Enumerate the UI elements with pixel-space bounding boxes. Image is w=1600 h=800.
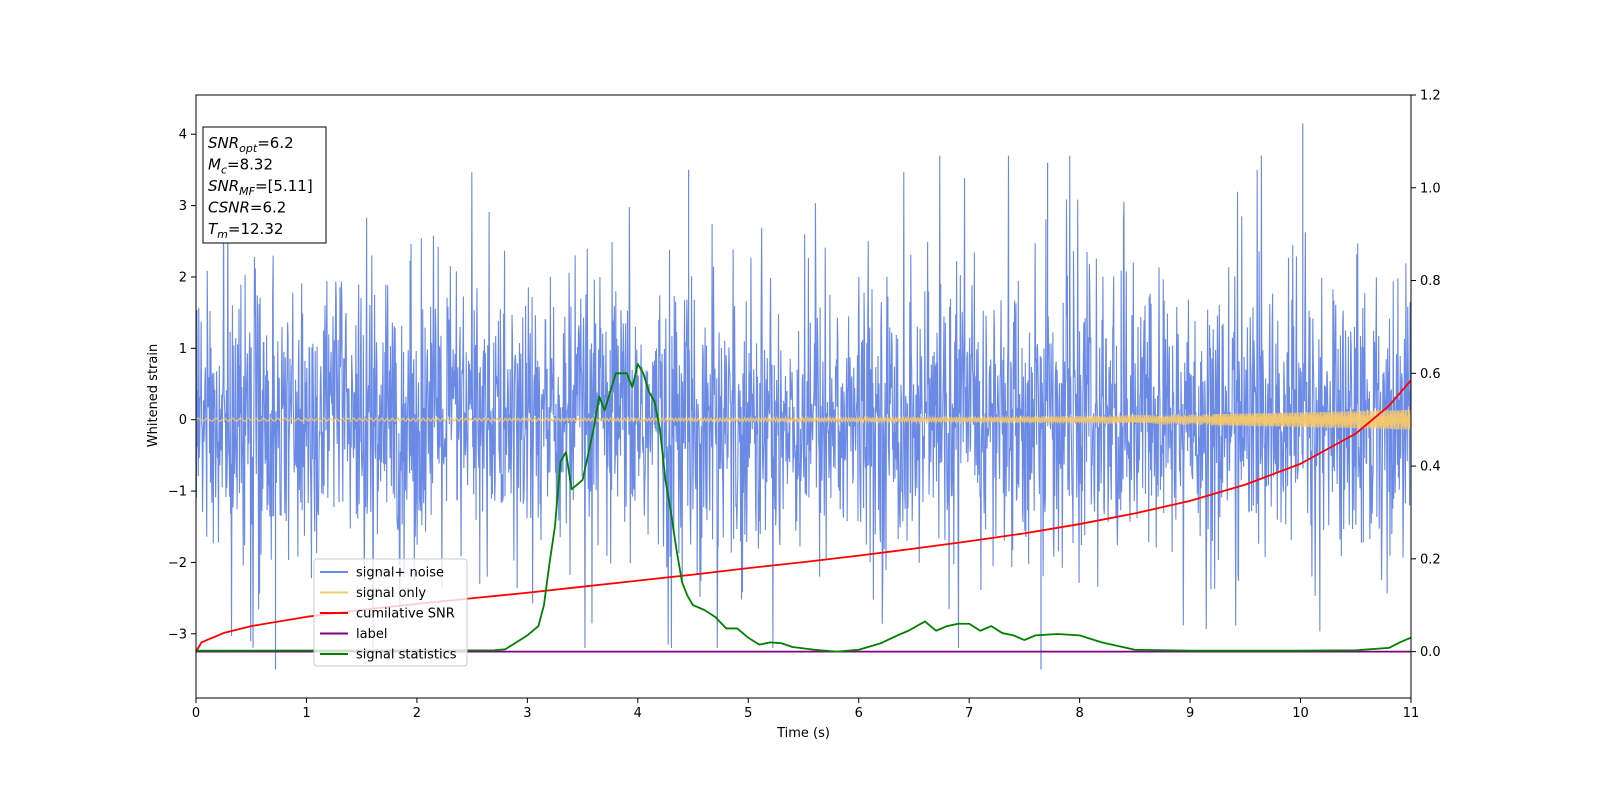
x-tick-label: 0 <box>192 706 200 721</box>
noise-series-layer <box>195 123 1412 670</box>
y-left-tick-label: 3 <box>179 199 187 214</box>
x-tick-label: 3 <box>523 706 531 721</box>
signal-only-series-layer <box>195 409 1412 430</box>
y-right-tick-label: 0.2 <box>1420 552 1441 567</box>
y-left-tick-label: −3 <box>168 627 187 642</box>
legend-label-signal-only: signal only <box>356 586 426 601</box>
info-box-line: Tm=12.32 <box>208 220 283 241</box>
signal-only-envelope <box>1212 409 1411 430</box>
y-left-tick-label: 2 <box>179 270 187 285</box>
plot-frame <box>195 94 1412 699</box>
legend-frame <box>313 558 468 667</box>
signal-only-series-line <box>195 409 1412 430</box>
legend-label-signal-noise: signal+ noise <box>356 566 444 581</box>
y-left-tick-label: −2 <box>168 556 187 571</box>
legend: signal+ noise signal only cumilative SNR la… <box>313 558 468 667</box>
legend-label-cumilative-snr: cumilative SNR <box>356 607 455 622</box>
y-left-tick-label: 4 <box>179 128 187 143</box>
y-right-tick-label: 0.0 <box>1420 645 1441 660</box>
y-right-tick-label: 1.2 <box>1420 89 1441 104</box>
info-box-line: CSNR=6.2 <box>208 199 286 217</box>
x-tick-label: 7 <box>965 706 973 721</box>
x-tick-label: 8 <box>1075 706 1083 721</box>
info-box-line: SNRopt=6.2 <box>208 134 294 155</box>
x-tick-label: 10 <box>1292 706 1309 721</box>
x-tick-label: 2 <box>413 706 421 721</box>
y-right-tick-label: 0.4 <box>1420 460 1441 475</box>
y-right-tick-label: 0.8 <box>1420 274 1441 289</box>
signal-noise-series-line <box>195 155 1412 649</box>
y-left-tick-label: 1 <box>179 342 187 357</box>
y-right-tick-label: 1.0 <box>1420 181 1441 196</box>
x-axis-title: Time (s) <box>776 726 830 741</box>
axes: 0 1 2 3 4 5 6 7 8 9 10 11 −3 −2 −1 0 1 2 3 4 0.0 0.2 0.4 0.6 0.8… <box>146 89 1441 742</box>
x-tick-label: 9 <box>1186 706 1194 721</box>
x-tick-label: 1 <box>302 706 310 721</box>
x-tick-label: 5 <box>744 706 752 721</box>
legend-label-signal-statistics: signal statistics <box>356 648 457 663</box>
info-box-line: SNRMF=[5.11] <box>208 177 313 198</box>
x-tick-label: 11 <box>1403 706 1420 721</box>
signal-statistics-series-line <box>195 363 1412 653</box>
legend-label-label: label <box>356 627 387 642</box>
info-box-frame <box>202 126 327 244</box>
y-right-tick-label: 0.6 <box>1420 367 1441 382</box>
x-tick-label: 4 <box>634 706 642 721</box>
y-axis-title: Whitened strain <box>146 344 161 447</box>
info-box-line: Mc=8.32 <box>208 156 273 177</box>
y-left-tick-label: 0 <box>179 413 187 428</box>
x-tick-label: 6 <box>855 706 863 721</box>
y-left-tick-label: −1 <box>168 485 187 500</box>
